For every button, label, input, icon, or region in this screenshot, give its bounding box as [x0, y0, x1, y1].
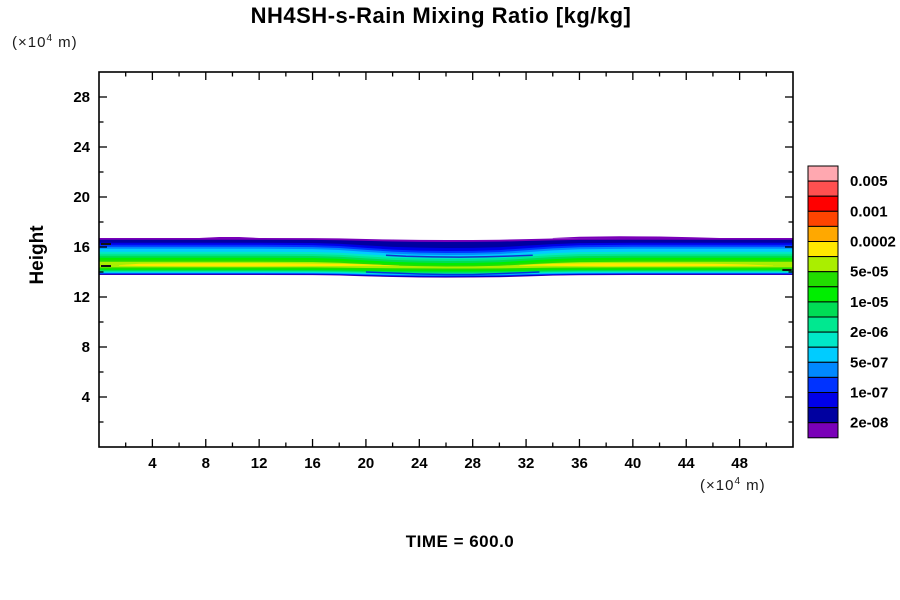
x-units-close: m)	[741, 477, 766, 494]
contour-band	[99, 236, 793, 278]
x-tick-label: 16	[304, 455, 321, 472]
x-tick-label: 40	[625, 455, 642, 472]
chart-title: NH4SH-s-Rain Mixing Ratio [kg/kg]	[250, 3, 632, 28]
colorbar-cell	[807, 422, 839, 439]
y-tick-label: 28	[73, 89, 90, 106]
colorbar-label: 5e-05	[850, 264, 888, 281]
x-tick-label: 36	[571, 455, 588, 472]
x-tick-label: 48	[731, 455, 748, 472]
y-tick-label: 24	[73, 139, 90, 156]
x-tick-label: 12	[251, 455, 268, 472]
colorbar-label: 5e-07	[850, 354, 888, 371]
x-tick-label: 24	[411, 455, 428, 472]
y-units-close: m)	[53, 34, 78, 51]
purple-bump-left	[199, 237, 260, 239]
colorbar-label: 1e-05	[850, 294, 888, 311]
contour-detail	[365, 271, 540, 276]
colorbar-cell	[807, 256, 839, 273]
purple-bump-right	[552, 236, 720, 239]
x-tick-label: 44	[678, 455, 695, 472]
y-tick-label: 16	[73, 239, 90, 256]
x-axis-units: (×104 m)	[700, 476, 766, 494]
colorbar-cell	[807, 361, 839, 378]
colorbar-label: 2e-08	[850, 415, 888, 432]
colorbar-legend: 0.005 0.001 0.0002 5e-05 1e-05 2e-06 5e-07 1e-0…	[807, 165, 896, 439]
colorbar-cell	[807, 331, 839, 348]
x-units-sup: 4	[734, 476, 742, 487]
y-units-sup: 4	[46, 33, 54, 44]
x-tick-label: 4	[148, 455, 157, 472]
x-tick-label: 8	[202, 455, 210, 472]
x-tick-label: 28	[464, 455, 481, 472]
colorbar-label: 1e-07	[850, 385, 888, 402]
colorbar-cell	[807, 180, 839, 197]
y-units-open: (×10	[12, 34, 47, 51]
colorbar-cell	[807, 376, 839, 393]
y-tick-label: 12	[73, 289, 90, 306]
colorbar-cell	[807, 241, 839, 258]
colorbar-cell	[807, 407, 839, 424]
colorbar-label: 0.005	[850, 173, 888, 190]
y-tick-label: 20	[73, 189, 90, 206]
colorbar-cell	[807, 225, 839, 242]
y-axis-units: (×104 m)	[12, 33, 78, 51]
contour-detail	[385, 254, 533, 258]
colorbar-label: 2e-06	[850, 324, 888, 341]
colorbar-label: 0.001	[850, 203, 888, 220]
colorbar-cell	[807, 316, 839, 333]
yellow-right	[519, 263, 773, 267]
y-tick-label: 4	[82, 389, 91, 406]
colorbar-cell	[807, 346, 839, 363]
y-tick-label: 8	[82, 339, 90, 356]
colorbar-cell	[807, 301, 839, 318]
colorbar-cell	[807, 286, 839, 303]
colorbar-cell	[807, 392, 839, 409]
colorbar-cell	[807, 195, 839, 212]
colorbar-label: 0.0002	[850, 234, 896, 251]
colorbar-cell	[807, 271, 839, 288]
x-tick-label: 20	[358, 455, 375, 472]
yellow-left	[119, 263, 400, 267]
axis-ticks	[99, 72, 793, 447]
colorbar-cell	[807, 210, 839, 227]
x-units-open: (×10	[700, 477, 735, 494]
x-tick-label: 32	[518, 455, 535, 472]
colorbar-cell	[807, 165, 839, 182]
time-label: TIME = 600.0	[405, 532, 515, 551]
